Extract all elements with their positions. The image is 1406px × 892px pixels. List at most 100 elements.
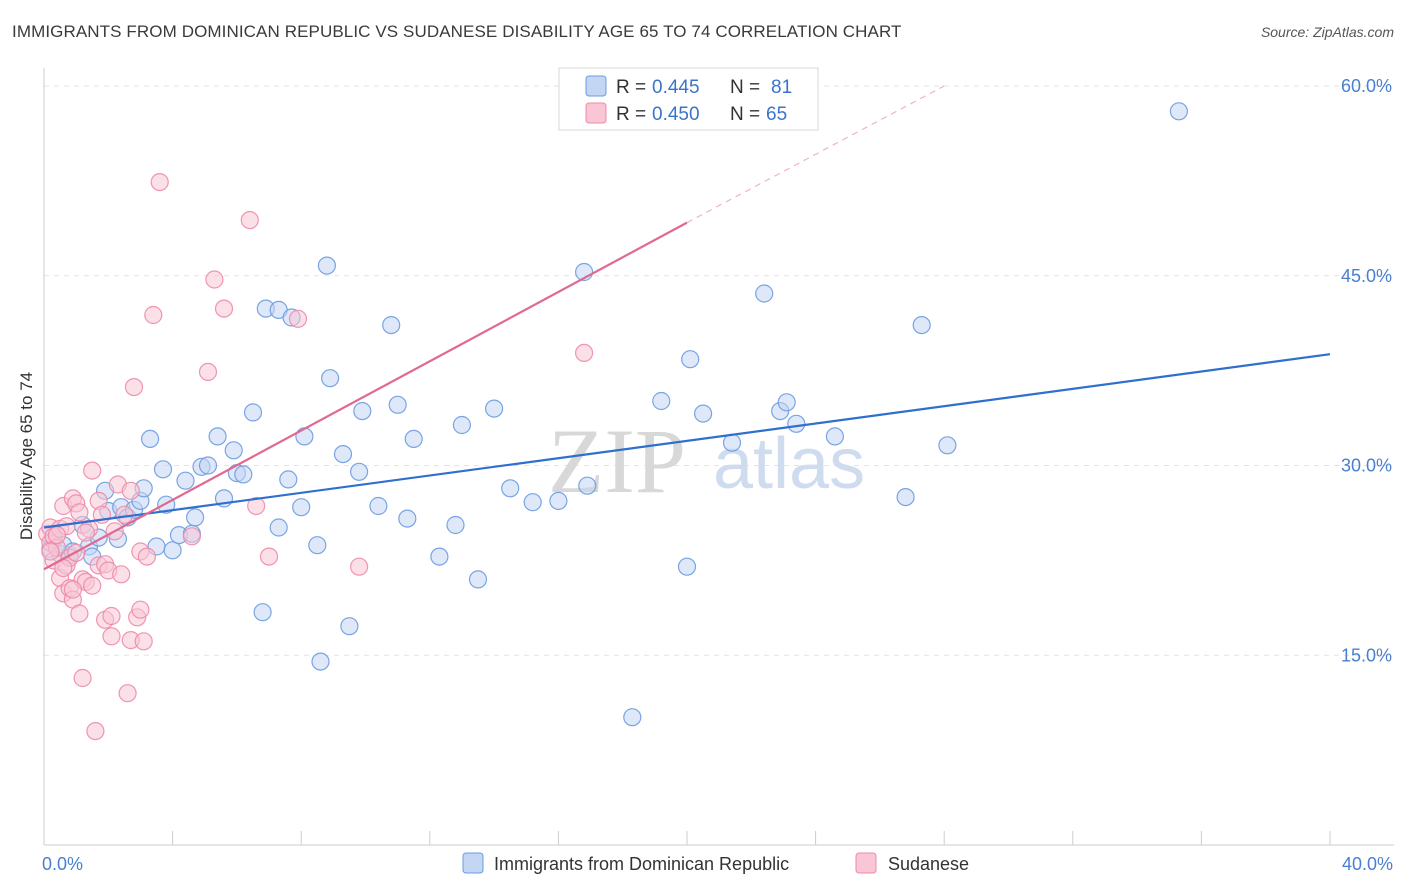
- y-tick-label-2: 45.0%: [1341, 266, 1392, 286]
- bottom-legend-swatch-dominican: [462, 852, 484, 874]
- dominican-point-74: [777, 393, 796, 412]
- y-tick-label-1: 30.0%: [1341, 456, 1392, 476]
- watermark-zip: ZIP: [548, 410, 686, 512]
- sudanese-point-58: [350, 557, 369, 576]
- sudanese-point-45: [131, 600, 150, 619]
- sudanese-point-57: [288, 309, 308, 328]
- x-tick-label-1: 40.0%: [1342, 854, 1393, 874]
- dominican-point-41: [292, 498, 311, 517]
- dominican-point-37: [269, 518, 288, 537]
- series-dominican-points: [41, 102, 1189, 727]
- dominican-point-24: [176, 471, 195, 490]
- x-tick-labels: 0.0% 40.0%: [42, 854, 1393, 874]
- y-tick-label-3: 60.0%: [1341, 76, 1392, 96]
- sudanese-point-60: [41, 542, 60, 561]
- series-legend: Immigrants from Dominican Republic Sudan…: [462, 852, 969, 874]
- legend-n-label-1: N =: [730, 104, 760, 125]
- dominican-trend-line: [43, 353, 1331, 529]
- series-sudanese-points: [38, 173, 594, 741]
- dominican-point-56: [430, 547, 449, 566]
- sudanese-point-37: [112, 565, 131, 584]
- sudanese-point-33: [102, 606, 121, 626]
- dominican-point-55: [404, 429, 423, 448]
- dominican-point-33: [234, 465, 253, 484]
- bottom-legend-label-sudanese: Sudanese: [888, 854, 969, 874]
- dominican-point-72: [755, 284, 774, 303]
- dominican-point-62: [523, 493, 542, 512]
- y-axis-label: Disability Age 65 to 74: [17, 372, 36, 540]
- dominican-point-39: [279, 470, 298, 489]
- dominican-point-68: [677, 557, 697, 576]
- legend-r-label-1: R =: [616, 104, 646, 125]
- sudanese-point-26: [86, 721, 105, 741]
- dominican-point-78: [912, 316, 931, 335]
- legend-r-label-0: R =: [616, 77, 646, 98]
- dominican-point-42: [295, 427, 314, 446]
- sudanese-point-39: [118, 684, 137, 703]
- sudanese-point-42: [124, 378, 144, 397]
- dominican-point-59: [468, 570, 488, 589]
- sudanese-trend-extension: [686, 85, 945, 224]
- sudanese-point-24: [83, 576, 102, 595]
- dominican-point-48: [340, 617, 359, 636]
- sudanese-point-47: [137, 547, 156, 566]
- dominican-point-50: [353, 402, 372, 421]
- dominican-point-53: [388, 395, 407, 414]
- dominican-point-71: [722, 433, 742, 452]
- chart-title: IMMIGRANTS FROM DOMINICAN REPUBLIC VS SU…: [12, 22, 902, 41]
- dominican-point-77: [896, 488, 915, 507]
- dominican-point-76: [825, 427, 845, 446]
- sudanese-point-34: [102, 627, 121, 646]
- dominican-point-31: [224, 441, 243, 460]
- dominican-point-18: [141, 429, 160, 448]
- gridlines: [44, 85, 1394, 656]
- dominican-point-54: [398, 509, 417, 528]
- sudanese-point-46: [134, 632, 153, 651]
- dominican-point-79: [938, 436, 957, 455]
- sudanese-point-64: [76, 523, 95, 542]
- dominican-point-58: [452, 415, 471, 435]
- source-label: Source: ZipAtlas.com: [1260, 24, 1394, 40]
- dominican-point-34: [243, 403, 263, 422]
- dominican-point-65: [578, 476, 597, 495]
- sudanese-point-59: [574, 343, 594, 362]
- dominican-point-52: [382, 316, 401, 335]
- sudanese-point-20: [73, 668, 92, 688]
- sudanese-point-54: [240, 211, 259, 230]
- sudanese-point-52: [205, 270, 224, 289]
- watermark: ZIP atlas: [548, 410, 865, 512]
- sudanese-point-51: [198, 362, 218, 381]
- bottom-legend-swatch-sudanese: [855, 852, 877, 874]
- sudanese-trend-line: [43, 221, 688, 571]
- dominican-point-45: [317, 256, 336, 275]
- x-tick-label-0: 0.0%: [42, 854, 83, 874]
- dominican-point-47: [333, 445, 353, 464]
- dominican-point-80: [1169, 102, 1189, 121]
- legend-n-label-0: N =: [730, 77, 760, 98]
- sudanese-point-40: [121, 481, 140, 500]
- sudanese-point-50: [182, 527, 201, 546]
- dominican-point-20: [153, 460, 173, 479]
- dominican-point-60: [485, 399, 504, 418]
- legend-n-value-0: 81: [771, 77, 792, 98]
- dominican-point-44: [311, 652, 330, 671]
- sudanese-point-25: [83, 461, 102, 480]
- dominican-point-63: [549, 491, 568, 510]
- sudanese-point-48: [144, 305, 163, 325]
- sudanese-point-49: [150, 173, 169, 192]
- trend-lines: [43, 85, 1331, 571]
- sudanese-point-55: [247, 496, 266, 516]
- dominican-point-22: [163, 541, 182, 560]
- dominican-point-35: [253, 603, 272, 622]
- dominican-point-49: [350, 462, 369, 481]
- y-tick-label-0: 15.0%: [1341, 645, 1392, 665]
- legend-r-value-0: 0.445: [652, 77, 700, 98]
- legend-swatch-dominican: [585, 75, 607, 97]
- dominican-point-61: [501, 479, 520, 498]
- sudanese-point-63: [63, 580, 83, 599]
- axes: [43, 68, 1394, 846]
- sudanese-point-19: [70, 604, 89, 623]
- dominican-point-51: [369, 496, 388, 516]
- sudanese-point-61: [47, 525, 67, 545]
- sudanese-point-56: [259, 547, 279, 566]
